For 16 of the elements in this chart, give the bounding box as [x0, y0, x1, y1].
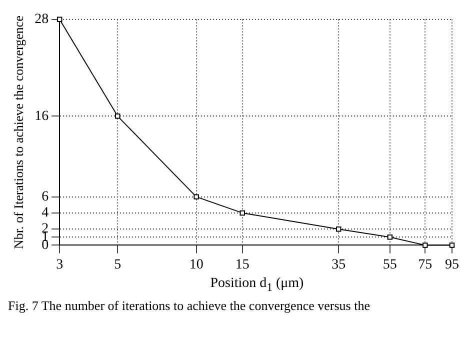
x-tick-label: 95 — [445, 257, 459, 272]
y-tick-label: 28 — [34, 12, 49, 28]
y-tick-label: 16 — [34, 108, 49, 124]
y-axis-title: Nbr. of Iterations to achieve the convergence — [11, 15, 26, 249]
y-tick-label: 6 — [42, 189, 49, 204]
x-tick-label: 5 — [114, 257, 122, 272]
x-tick-label: 75 — [418, 257, 432, 272]
y-tick-label: 0 — [42, 238, 49, 253]
x-tick-label: 3 — [56, 257, 64, 272]
y-tick-label: 4 — [42, 206, 49, 221]
x-tick-label: 35 — [332, 257, 346, 272]
x-tick-label: 55 — [382, 257, 397, 272]
x-tick-label: 10 — [189, 257, 204, 272]
x-axis-title: Position d$_{1}$ (μm) — [209, 276, 305, 294]
caption: Fig. 7 The number of iterations to achieve the convergence versus the — [8, 298, 371, 314]
x-tick-label: 15 — [235, 257, 250, 272]
